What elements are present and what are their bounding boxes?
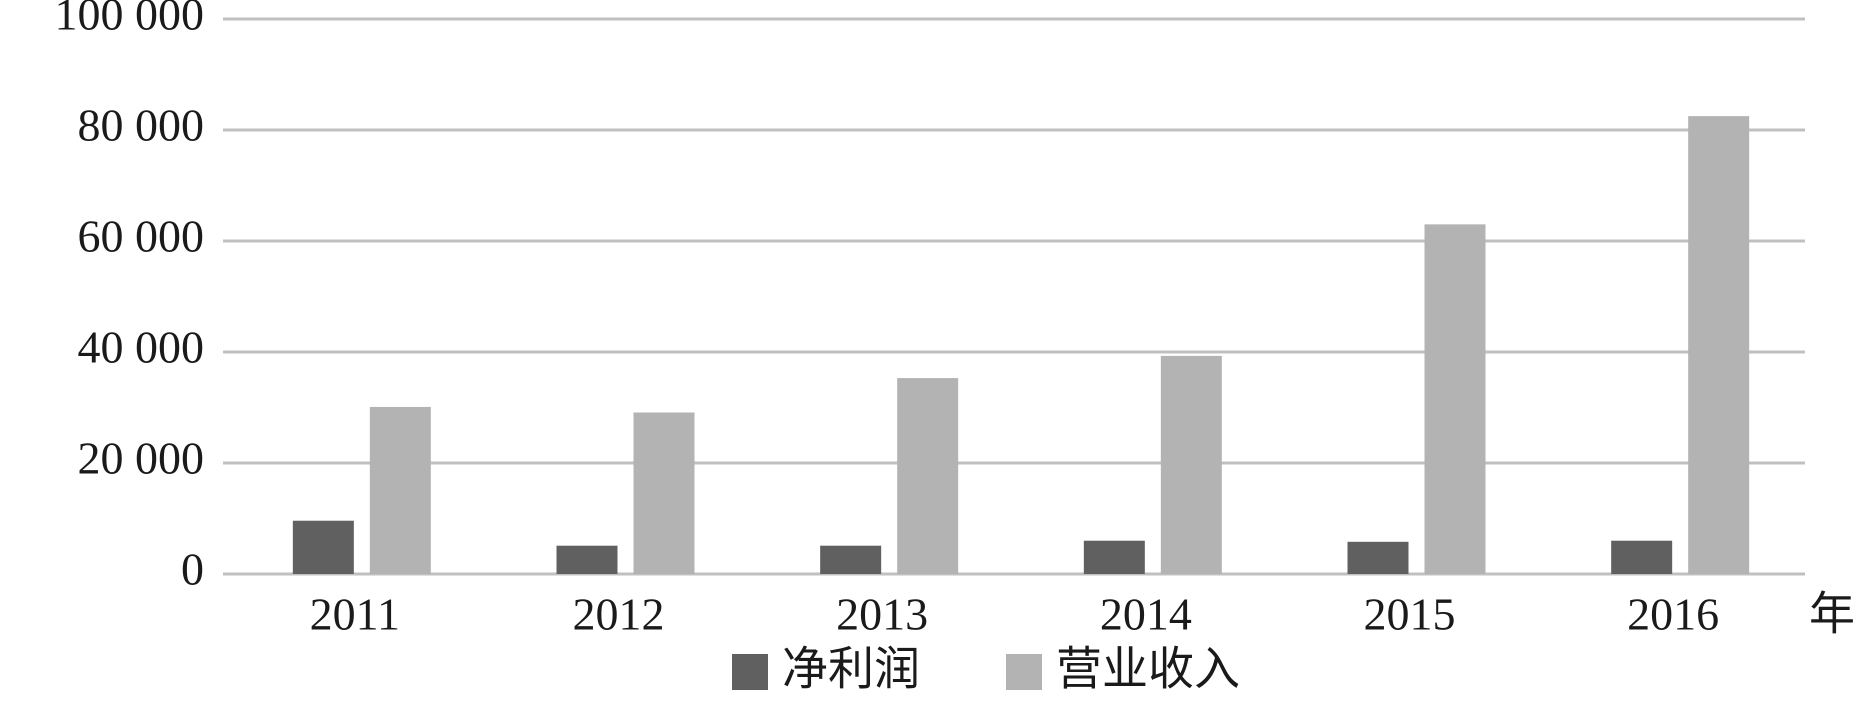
legend-label: 净利润 (782, 644, 920, 695)
y-tick-label: 60 000 (78, 211, 205, 262)
y-tick-label: 80 000 (78, 100, 205, 151)
y-tick-label: 0 (181, 544, 204, 595)
x-tick-label: 2013 (836, 589, 928, 640)
x-tick-label: 2015 (1364, 589, 1456, 640)
bar (1688, 116, 1750, 574)
bar (292, 520, 354, 574)
x-tick-label: 2011 (310, 589, 400, 640)
y-tick-label: 40 000 (78, 322, 205, 373)
legend-swatch (732, 654, 768, 690)
bar (1424, 224, 1486, 574)
bar (897, 378, 959, 574)
legend-label: 营业收入 (1056, 644, 1240, 695)
x-tick-label: 2012 (573, 589, 665, 640)
bar (1611, 540, 1673, 574)
y-tick-label: 100 000 (55, 0, 205, 40)
bar (820, 545, 882, 574)
x-tick-label: 2014 (1100, 589, 1192, 640)
bar (369, 406, 431, 574)
bar (1160, 355, 1222, 574)
x-tick-label: 2016 (1627, 589, 1719, 640)
bar (556, 545, 618, 574)
bar (1347, 541, 1409, 574)
y-tick-label: 20 000 (78, 433, 205, 484)
legend-swatch (1006, 654, 1042, 690)
x-axis-label: 年 (1809, 589, 1855, 640)
bar (1083, 540, 1145, 574)
bar (633, 412, 695, 574)
